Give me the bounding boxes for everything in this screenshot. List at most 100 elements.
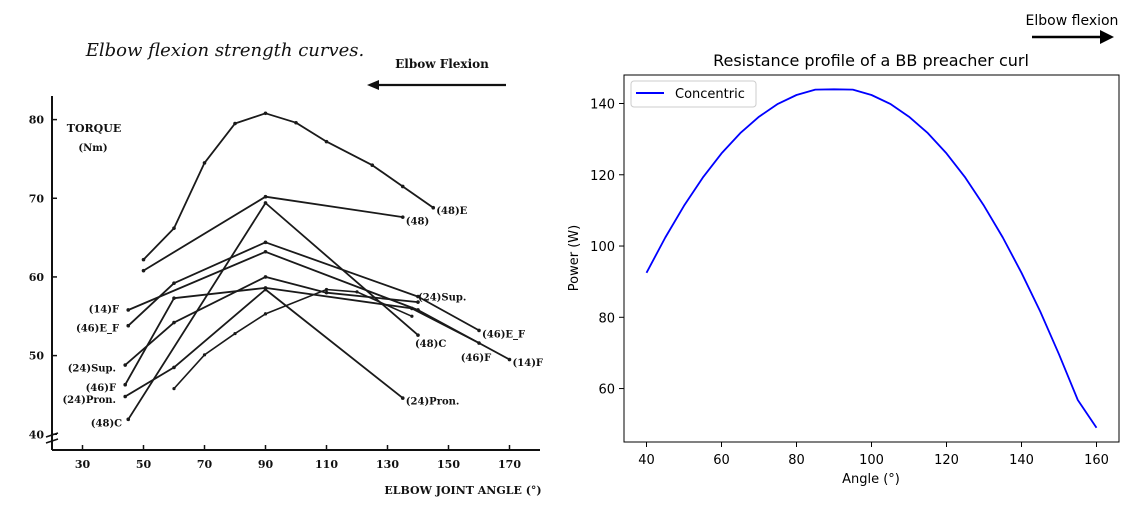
- left-data-point: [123, 382, 127, 387]
- left-series-line-7: [124, 288, 404, 399]
- left-data-point: [507, 357, 512, 362]
- left-data-point: [416, 300, 420, 304]
- left-data-point: [141, 257, 146, 262]
- left-data-point: [410, 314, 414, 318]
- legend-label: Concentric: [675, 87, 745, 102]
- left-curve-label: (48)C: [91, 418, 122, 429]
- left-data-point: [370, 163, 375, 168]
- left-data-point: [400, 184, 405, 189]
- left-x-tick-label: 50: [136, 458, 152, 471]
- left-data-point: [202, 353, 207, 357]
- left-chart-title: Elbow flexion strength curves.: [85, 40, 365, 61]
- left-x-tick-label: 150: [437, 458, 460, 471]
- left-axis-break-mark: [45, 438, 59, 444]
- right-x-tick-label: 100: [859, 453, 884, 468]
- left-data-point: [263, 201, 268, 205]
- left-data-point: [172, 365, 176, 370]
- right-xlabel: Angle (°): [842, 472, 900, 487]
- left-curve-label: (24)Sup.: [68, 363, 116, 374]
- left-data-point: [172, 281, 176, 286]
- left-xlabel: ELBOW JOINT ANGLE (°): [384, 484, 541, 497]
- left-x-tick-label: 30: [75, 458, 91, 471]
- left-y-tick-label: 40: [29, 428, 45, 441]
- left-y-tick-label: 50: [29, 350, 45, 363]
- left-x-tick-label: 70: [197, 458, 213, 471]
- left-curve-label: (46)E_F: [482, 330, 525, 341]
- right-chart-title: Resistance profile of a BB preacher curl: [713, 51, 1029, 70]
- left-data-point: [410, 306, 414, 311]
- left-data-point: [263, 111, 268, 116]
- left-data-point: [477, 341, 481, 345]
- left-curve-label: (46)F: [86, 383, 116, 394]
- left-y-tick-label: 60: [29, 271, 45, 284]
- right-y-tick-label: 140: [590, 98, 615, 113]
- right-legend: Concentric: [630, 80, 757, 108]
- left-data-point: [126, 323, 131, 328]
- left-data-point: [400, 396, 405, 400]
- left-ylabel-line-2: (Nm): [78, 143, 107, 154]
- left-data-point: [123, 363, 127, 367]
- left-data-point: [263, 275, 268, 279]
- left-data-point: [324, 290, 329, 295]
- left-connector-line-1: [173, 313, 266, 390]
- left-data-point: [233, 121, 237, 126]
- right-x-tick-label: 60: [713, 453, 730, 468]
- left-series-line-0: [142, 112, 434, 261]
- left-data-point: [172, 226, 176, 230]
- left-connector-line-0: [265, 288, 413, 318]
- left-data-point: [477, 328, 481, 333]
- left-data-point: [431, 205, 436, 210]
- left-x-tick-label: 130: [376, 458, 399, 471]
- right-series-line-0: [645, 88, 1098, 429]
- left-data-point: [141, 268, 146, 273]
- left-curve-label: (14)F: [513, 358, 543, 369]
- resistance-profile-chart: Resistance profile of a BB preacher curl…: [567, 13, 1120, 487]
- left-data-point: [263, 240, 268, 245]
- left-data-point: [123, 394, 127, 399]
- right-y-tick-label: 60: [598, 383, 615, 398]
- left-x-tick-label: 110: [315, 458, 338, 471]
- left-data-point: [172, 387, 176, 391]
- left-curve-label: (14)F: [89, 304, 119, 315]
- left-direction-label: Elbow Flexion: [395, 57, 489, 71]
- right-x-tick-label: 140: [1009, 453, 1034, 468]
- left-curve-label: (46)E_F: [76, 323, 119, 334]
- right-plot-frame: [623, 74, 1120, 443]
- left-data-point: [126, 417, 131, 422]
- left-series-group: [123, 111, 512, 422]
- right-y-tick-label: 100: [590, 240, 615, 255]
- left-data-point: [324, 139, 329, 144]
- left-curve-label: (48)C: [415, 339, 446, 350]
- right-direction-label: Elbow flexion: [1026, 13, 1119, 29]
- left-x-tick-label: 90: [258, 458, 274, 471]
- right-y-tick-label: 80: [598, 311, 615, 326]
- left-data-point: [263, 194, 268, 199]
- left-data-point: [294, 120, 298, 125]
- right-x-tick-label: 160: [1084, 453, 1109, 468]
- left-data-point: [233, 331, 237, 336]
- left-curve-label: (24)Pron.: [62, 395, 116, 406]
- left-data-point: [400, 215, 405, 219]
- right-ylabel: Power (W): [567, 225, 582, 291]
- left-curve-label: (24)Pron.: [406, 396, 460, 407]
- left-x-tick-label: 170: [498, 458, 521, 471]
- left-y-tick-label: 80: [29, 114, 45, 127]
- left-data-point: [263, 312, 268, 316]
- left-curve-label: (48): [406, 216, 429, 227]
- left-data-point: [202, 161, 207, 165]
- left-curve-label: (46)F: [461, 353, 491, 364]
- left-axes: 40 50 60 70 80 30 50 70 90 110 130 150 170: [29, 96, 540, 471]
- left-ylabel-line-1: TORQUE: [67, 122, 121, 135]
- left-curve-label: (24)Sup.: [418, 293, 466, 304]
- left-series-line-3: [127, 250, 510, 361]
- right-series-group: [645, 88, 1098, 429]
- right-y-tick-label: 120: [590, 169, 615, 184]
- left-direction-arrow: [367, 80, 506, 90]
- legend-box: [630, 80, 757, 108]
- left-curve-labels: (48)E (48) (48)C (14)F (46)E_F (46)F (24)Sup. (…: [62, 206, 543, 429]
- right-direction-arrow: [1032, 30, 1114, 44]
- left-data-point: [172, 296, 176, 300]
- left-series-line-1: [143, 195, 403, 272]
- left-data-point: [263, 249, 268, 254]
- strength-curves-chart: Elbow flexion strength curves. Elbow Fle…: [29, 40, 543, 497]
